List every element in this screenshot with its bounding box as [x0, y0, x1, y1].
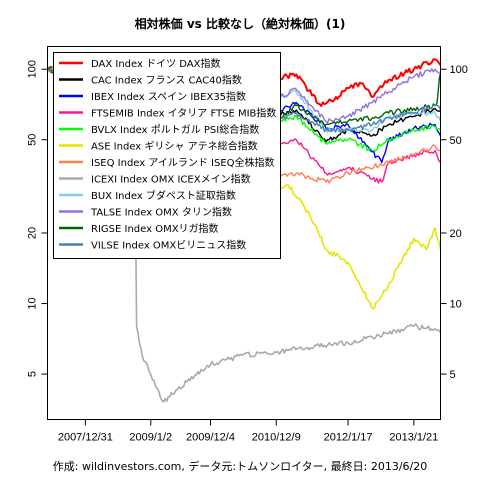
legend-label: ISEQ Index アイルランド ISEQ全株指数 — [91, 156, 275, 169]
legend-label: CAC Index フランス CAC40指数 — [91, 74, 242, 87]
x-tick-label: 2009/1/2 — [129, 432, 172, 444]
y-tick-label-right: 50 — [450, 135, 462, 147]
legend-label: RIGSE Index OMXリガ指数 — [91, 222, 219, 235]
legend-label: DAX Index ドイツ DAX指数 — [91, 57, 221, 70]
legend-label: ICEXI Index OMX ICEXメイン指数 — [91, 173, 251, 186]
y-tick-label-right: 20 — [450, 228, 462, 240]
legend-label: BVLX Index ポルトガル PSI総合指数 — [91, 123, 259, 136]
legend-label: TALSE Index OMX タリン指数 — [90, 206, 232, 219]
y-tick-label-right: 10 — [450, 299, 462, 311]
y-tick-label-left: 100 — [27, 60, 39, 78]
axes-layer: 5 5 10 10 20 20 50 50 100 100 2007/12/31 2009/1/2 20… — [27, 60, 468, 443]
chart-footer: 作成: wildinvestors.com, データ元:トムソンロイター, 最終… — [53, 459, 427, 473]
y-tick-label-left: 5 — [27, 371, 39, 377]
y-tick-label-left: 50 — [27, 134, 39, 146]
legend-label: ASE Index ギリシャ アテネ総合指数 — [91, 140, 258, 153]
x-tick-label: 2012/1/17 — [324, 432, 373, 444]
x-tick-label: 2010/12/9 — [252, 432, 301, 444]
y-tick-label-right: 100 — [450, 64, 468, 76]
legend-label: BUX Index ブダペスト証取指数 — [91, 189, 236, 202]
legend-label: IBEX Index スペイン IBEX35指数 — [91, 90, 246, 103]
legend-label: VILSE Index OMXビリニュス指数 — [91, 239, 246, 252]
legend-box — [53, 52, 281, 259]
x-tick-label: 2009/12/4 — [186, 432, 235, 444]
y-tick-label-right: 5 — [450, 369, 456, 381]
y-tick-label-left: 10 — [27, 297, 39, 309]
x-tick-label: 2013/1/21 — [389, 432, 438, 444]
chart-title: 相対株価 vs 比較なし（絶対株価）(1) — [135, 16, 346, 31]
x-tick-label: 2007/12/31 — [58, 432, 113, 444]
y-tick-label-left: 20 — [27, 227, 39, 239]
legend: DAX Index ドイツ DAX指数 CAC Index フランス CAC40指… — [53, 52, 281, 259]
legend-label: FTSEMIB Index イタリア FTSE MIB指数 — [91, 107, 276, 120]
